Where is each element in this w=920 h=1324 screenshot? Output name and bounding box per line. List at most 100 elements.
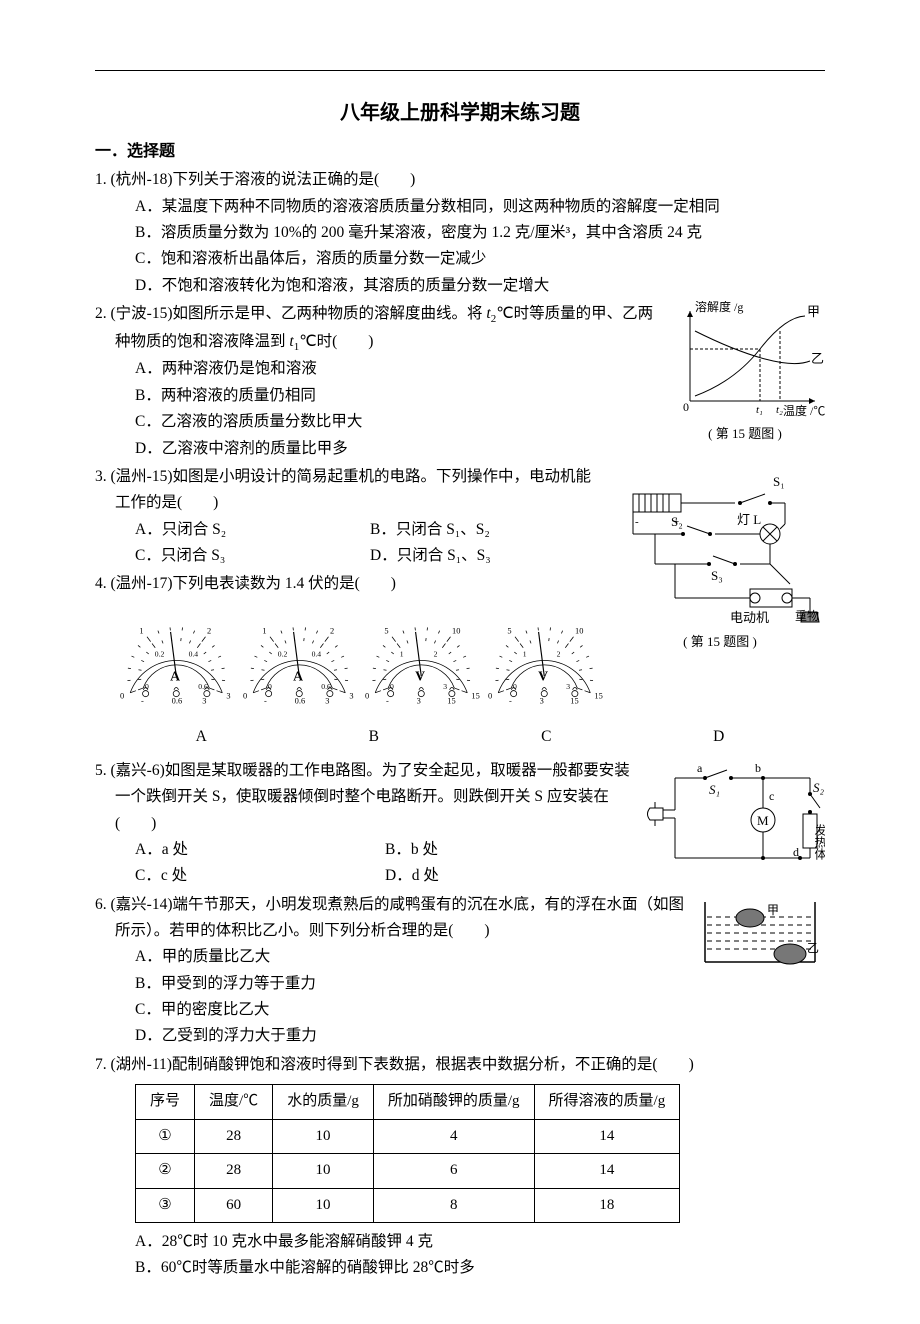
question-4: 4. (温州-17)下列电表读数为 1.4 伏的是( ) 0 0 1 0.2 2 0.4 3… [95, 571, 825, 756]
q4-labelB: B [288, 724, 461, 750]
q2-optD: D．乙溶液中溶剂的质量比甲多 [135, 436, 825, 462]
table-header: 序号 [136, 1085, 195, 1120]
table-cell: ② [136, 1154, 195, 1189]
q3-optD: D．只闭合 S₁、S₃ [370, 543, 605, 569]
svg-text:0.6: 0.6 [172, 695, 183, 705]
table-cell: 6 [373, 1154, 534, 1189]
q2-stem3: ℃时( ) [299, 333, 373, 350]
q5-stem: (嘉兴-6)如图是某取暖器的工作电路图。为了安全起见，取暖器一般都要安装一个跌倒… [111, 762, 630, 832]
table-cell: 10 [273, 1119, 374, 1154]
svg-text:0: 0 [513, 681, 517, 690]
q4-labelD: D [633, 724, 806, 750]
question-7: 7. (湖州-11)配制硝酸钾饱和溶液时得到下表数据，根据表中数据分析，不正确的… [95, 1052, 825, 1282]
q5-optB: B．b 处 [385, 837, 635, 863]
svg-text:0: 0 [390, 681, 394, 690]
table-cell: 8 [373, 1188, 534, 1223]
svg-text:15: 15 [570, 695, 578, 705]
table-cell: ① [136, 1119, 195, 1154]
table-row: ③6010818 [136, 1188, 680, 1223]
q1-optC: C．饱和溶液析出晶体后，溶质的质量分数一定减少 [135, 246, 825, 272]
q1-optA: A．某温度下两种不同物质的溶液溶质质量分数相同，则这两种物质的溶解度一定相同 [135, 194, 825, 220]
svg-text:3: 3 [539, 695, 543, 705]
q7-optB: B．60℃时等质量水中能溶解的硝酸钾比 28℃时多 [135, 1255, 825, 1281]
question-3: 3. (温州-15)如图是小明设计的简易起重机的电路。下列操作中，电动机能工作的… [95, 464, 825, 569]
q1-num: 1. [95, 171, 111, 188]
svg-text:0: 0 [242, 690, 246, 700]
q6-stem: (嘉兴-14)端午节那天，小明发现煮熟后的咸鸭蛋有的沉在水底，有的浮在水面（如图… [111, 896, 685, 939]
svg-text:0: 0 [120, 690, 124, 700]
meter-D: 0051102153V-315 [483, 608, 606, 718]
q5-optD: D．d 处 [385, 863, 635, 889]
svg-text:0.2: 0.2 [277, 649, 287, 658]
svg-text:1: 1 [139, 625, 143, 635]
svg-text:0.6: 0.6 [321, 681, 331, 690]
q2-optA: A．两种溶液仍是饱和溶液 [135, 356, 825, 382]
svg-text:V: V [538, 668, 548, 683]
table-header: 水的质量/g [273, 1085, 374, 1120]
table-cell: 28 [195, 1154, 273, 1189]
svg-text:10: 10 [452, 625, 460, 635]
q2-num: 2. [95, 305, 111, 322]
q4-labelA: A [115, 724, 288, 750]
q4-labelC: C [460, 724, 633, 750]
svg-text:2: 2 [556, 649, 560, 658]
q1-optB: B．溶质质量分数为 10%的 200 毫升某溶液，密度为 1.2 克/厘米³，其… [135, 220, 825, 246]
q3-stem: (温州-15)如图是小明设计的简易起重机的电路。下列操作中，电动机能工作的是( … [111, 468, 592, 511]
q1-stem: (杭州-18)下列关于溶液的说法正确的是( ) [111, 171, 416, 188]
svg-text:A: A [170, 668, 180, 683]
meter-A: 0010.220.430.6A-0.63 [115, 608, 238, 718]
svg-text:3: 3 [349, 690, 353, 700]
svg-text:3: 3 [325, 695, 329, 705]
svg-text:0: 0 [145, 681, 149, 690]
meter-C: 0051102153V-315 [360, 608, 483, 718]
svg-text:15: 15 [594, 690, 602, 700]
svg-text:5: 5 [384, 625, 388, 635]
svg-text:0: 0 [365, 690, 369, 700]
q2-stem1: (宁波-15)如图所示是甲、乙两种物质的溶解度曲线。将 [111, 305, 487, 322]
svg-text:5: 5 [507, 625, 511, 635]
svg-text:3: 3 [226, 690, 230, 700]
q6-optD: D．乙受到的浮力大于重力 [135, 1023, 825, 1049]
q7-optA: A．28℃时 10 克水中最多能溶解硝酸钾 4 克 [135, 1229, 825, 1255]
q3-num: 3. [95, 468, 111, 485]
svg-text:0.4: 0.4 [189, 649, 199, 658]
top-rule [95, 70, 825, 71]
question-2: 2. (宁波-15)如图所示是甲、乙两种物质的溶解度曲线。将 t2℃时等质量的甲… [95, 301, 825, 462]
section-heading: 一．选择题 [95, 138, 825, 165]
question-5: 5. (嘉兴-6)如图是某取暖器的工作电路图。为了安全起见，取暖器一般都要安装一… [95, 758, 825, 890]
q2-optB: B．两种溶液的质量仍相同 [135, 383, 825, 409]
svg-text:A: A [293, 668, 303, 683]
svg-text:0.4: 0.4 [311, 649, 321, 658]
svg-text:2: 2 [434, 649, 438, 658]
svg-text:15: 15 [447, 695, 455, 705]
table-cell: 18 [534, 1188, 680, 1223]
q4-num: 4. [95, 575, 111, 592]
table-cell: 14 [534, 1154, 680, 1189]
table-cell: 28 [195, 1119, 273, 1154]
q6-optB: B．甲受到的浮力等于重力 [135, 971, 825, 997]
svg-text:-: - [264, 695, 267, 705]
table-header: 所加硝酸钾的质量/g [373, 1085, 534, 1120]
table-cell: 10 [273, 1154, 374, 1189]
q6-optA: A．甲的质量比乙大 [135, 944, 825, 970]
svg-text:3: 3 [566, 681, 570, 690]
table-row: ②2810614 [136, 1154, 680, 1189]
q6-optC: C．甲的密度比乙大 [135, 997, 825, 1023]
table-cell: 14 [534, 1119, 680, 1154]
q5-optA: A．a 处 [135, 837, 385, 863]
svg-text:0.2: 0.2 [155, 649, 165, 658]
page-title: 八年级上册科学期末练习题 [95, 96, 825, 130]
table-header: 所得溶液的质量/g [534, 1085, 680, 1120]
svg-text:2: 2 [207, 625, 211, 635]
svg-text:10: 10 [575, 625, 583, 635]
q3-optB: B．只闭合 S₁、S₂ [370, 517, 605, 543]
svg-text:V: V [415, 668, 425, 683]
svg-text:0.6: 0.6 [198, 681, 208, 690]
q3-optA: A．只闭合 S₂ [135, 517, 370, 543]
table-cell: 60 [195, 1188, 273, 1223]
svg-text:-: - [141, 695, 144, 705]
q4-meters-row: 0010.220.430.6A-0.63 0010.220.430.6A-0.6… [115, 608, 605, 718]
q4-stem: (温州-17)下列电表读数为 1.4 伏的是( ) [111, 575, 396, 592]
table-cell: 10 [273, 1188, 374, 1223]
svg-text:3: 3 [443, 681, 447, 690]
